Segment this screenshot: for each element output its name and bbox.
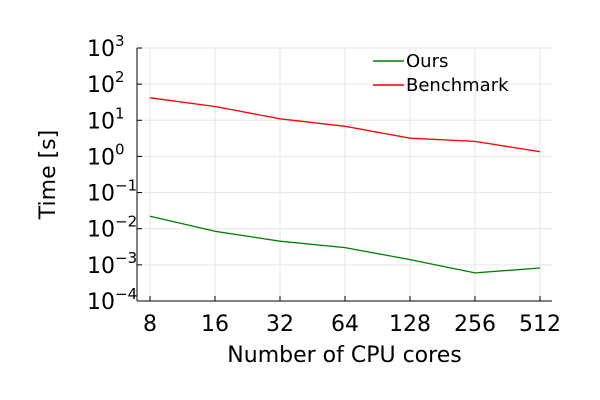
series-lines: [149, 97, 541, 274]
x-tick-label: 512: [519, 312, 561, 337]
y-axis-title: Time [s]: [36, 130, 61, 220]
y-tick-label: 10−2: [87, 213, 137, 243]
x-tick-label: 8: [143, 312, 157, 337]
legend-label: Benchmark: [406, 75, 509, 96]
legend-label: Ours: [406, 51, 448, 72]
x-tick-label: 64: [331, 312, 359, 337]
y-tick-label: 102: [87, 68, 125, 98]
series-line-benchmark: [149, 97, 541, 153]
x-tick-label: 256: [454, 312, 496, 337]
y-tick-label: 10−1: [87, 177, 137, 207]
x-tick-label: 32: [266, 312, 294, 337]
tick-labels: 8 16 32 64 128 256 512 10−4 10−3 10−2 10−1 100 101 10…: [87, 32, 561, 337]
x-tick-label: 128: [389, 312, 431, 337]
y-tick-label: 10−4: [87, 285, 137, 315]
axes: [136, 47, 552, 302]
x-tick-label: 16: [201, 312, 229, 337]
y-tick-label: 101: [87, 104, 125, 134]
y-tick-label: 103: [87, 32, 125, 62]
y-tick-label: 10−3: [87, 249, 137, 279]
grid: [137, 47, 552, 302]
y-tick-label: 100: [87, 140, 125, 170]
series-line-ours: [149, 215, 541, 274]
x-axis-title: Number of CPU cores: [227, 343, 461, 368]
legend: Ours Benchmark: [373, 51, 509, 96]
